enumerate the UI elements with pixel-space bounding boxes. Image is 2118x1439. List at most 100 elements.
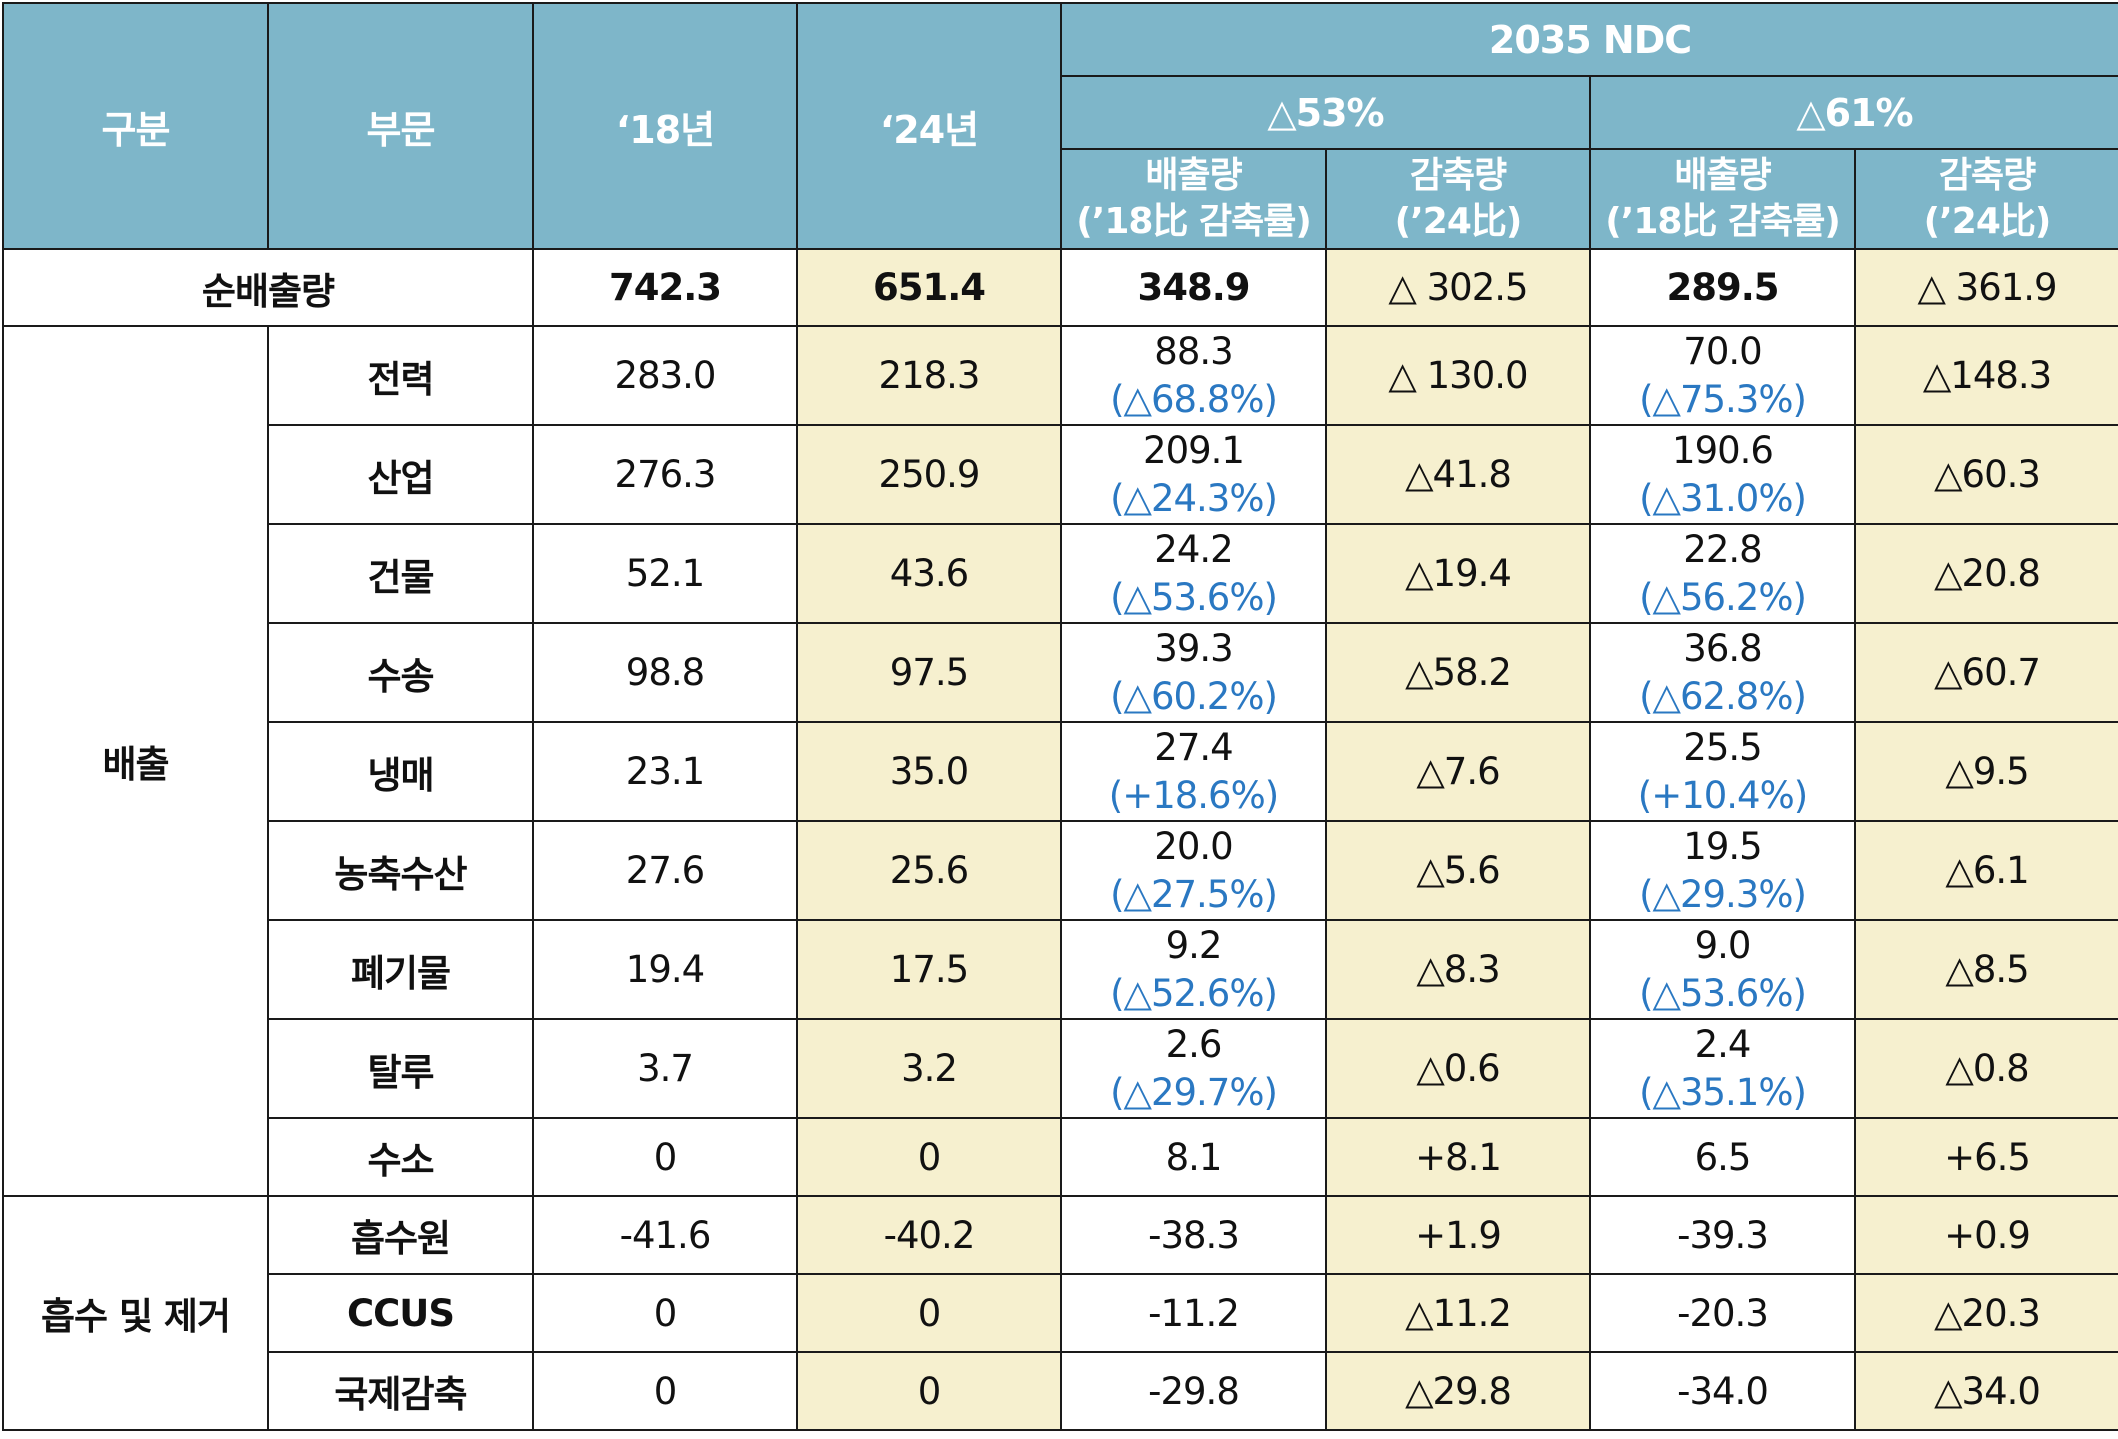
emission-53: 88.3 <box>1154 329 1233 373</box>
value-2024: 0 <box>796 1351 1062 1431</box>
net-2024: 651.4 <box>796 248 1062 327</box>
value-2018: 19.4 <box>532 919 798 1020</box>
reduction-53: △19.4 <box>1325 523 1591 624</box>
emission-61-cell: 2.4 (△35.1%) <box>1589 1018 1856 1119</box>
emission-61-cell: 19.5 (△29.3%) <box>1589 820 1856 921</box>
emission-53: 39.3 <box>1154 626 1233 670</box>
emission-53: -11.2 <box>1060 1273 1327 1353</box>
reduction-53: △8.3 <box>1325 919 1591 1020</box>
table-row: 흡수 및 제거 흡수원 -41.6 -40.2 -38.3 +1.9 -39.3… <box>2 1195 2118 1431</box>
reduction-61: △148.3 <box>1853 325 2118 426</box>
table-row: 냉매 23.1 35.0 27.4 (+18.6%) △7.6 25.5 (+10.… <box>3 721 2118 822</box>
header-reduction-61: 감축량 (’24比) <box>1853 148 2118 250</box>
header-reduction-53: 감축량 (’24比) <box>1325 148 1591 250</box>
table-row: 수송 98.8 97.5 39.3 (△60.2%) △58.2 36.8 (△62… <box>3 622 2118 723</box>
net-2018: 742.3 <box>532 248 798 327</box>
emission-53-cell: 88.3 (△68.8%) <box>1060 325 1327 426</box>
net-label: 순배출량 <box>2 248 534 327</box>
header-scenario-53: △53% <box>1060 75 1591 150</box>
value-2024: 218.3 <box>796 325 1062 426</box>
value-2018: 3.7 <box>532 1018 798 1119</box>
emission-61: -20.3 <box>1589 1273 1856 1353</box>
value-2024: 97.5 <box>796 622 1062 723</box>
header-category: 구분 <box>2 2 269 250</box>
emission-53: 24.2 <box>1154 527 1233 571</box>
sector-name: 건물 <box>267 523 534 624</box>
reduction-61: △60.7 <box>1853 622 2118 723</box>
net-emissions-row: 순배출량 742.3 651.4 348.9 △ 302.5 289.5 △ 3… <box>2 248 2118 327</box>
table-row: 배출 전력 283.0 218.3 88.3 (△68.8%) △ 130.0 7… <box>2 325 2118 1197</box>
emission-53-cell: 39.3 (△60.2%) <box>1060 622 1327 723</box>
reduction-53: +1.9 <box>1325 1195 1591 1275</box>
value-2024: 25.6 <box>796 820 1062 921</box>
header-2024: ‘24년 <box>796 2 1062 250</box>
emission-61: 190.6 <box>1672 428 1774 472</box>
sector-name: 전력 <box>267 325 534 426</box>
emission-61: 2.4 <box>1694 1022 1752 1066</box>
emission-53: -38.3 <box>1060 1195 1327 1275</box>
header-emission-53: 배출량 (’18比 감축률) <box>1060 148 1327 250</box>
header-2035-ndc: 2035 NDC <box>1059 2 2118 77</box>
emission-53: 2.6 <box>1165 1022 1223 1066</box>
table-row: 폐기물 19.4 17.5 9.2 (△52.6%) △8.3 9.0 (△53.6… <box>3 919 2118 1020</box>
value-2018: 52.1 <box>532 523 798 624</box>
net-emission-61: 289.5 <box>1589 248 1856 327</box>
net-reduction-61: △ 361.9 <box>1853 248 2118 327</box>
emission-61-cell: 36.8 (△62.8%) <box>1589 622 1856 723</box>
sector-name: 국제감축 <box>267 1351 534 1431</box>
reduction-53: △29.8 <box>1325 1351 1591 1431</box>
value-2018: 283.0 <box>532 325 798 426</box>
group-emission: 배출 <box>2 325 269 1197</box>
value-2024: 0 <box>796 1117 1062 1197</box>
emission-53: 20.0 <box>1154 824 1233 868</box>
reduction-53: △58.2 <box>1325 622 1591 723</box>
emission-61-cell: 70.0 (△75.3%) <box>1589 325 1856 426</box>
emission-53-cell: 209.1 (△24.3%) <box>1060 424 1327 525</box>
rate-53: (△52.6%) <box>1110 971 1278 1015</box>
reduction-53: △7.6 <box>1325 721 1591 822</box>
value-2018: 27.6 <box>532 820 798 921</box>
emission-61-cell: 190.6 (△31.0%) <box>1589 424 1856 525</box>
header-emission-61: 배출량 (’18比 감축률) <box>1589 148 1856 250</box>
reduction-61: △6.1 <box>1853 820 2118 921</box>
sector-name: 탈루 <box>267 1018 534 1119</box>
net-emission-53: 348.9 <box>1060 248 1327 327</box>
sector-name: 흡수원 <box>267 1195 534 1275</box>
table-row: CCUS 0 0 -11.2 △11.2 -20.3 △20.3 <box>3 1273 2118 1353</box>
emission-53-cell: 2.6 (△29.7%) <box>1060 1018 1327 1119</box>
value-2024: 0 <box>796 1273 1062 1353</box>
table-row: 산업 276.3 250.9 209.1 (△24.3%) △41.8 190.6… <box>3 424 2118 525</box>
reduction-53: △ 130.0 <box>1325 325 1591 426</box>
value-2018: 0 <box>532 1273 798 1353</box>
value-2018: 276.3 <box>532 424 798 525</box>
value-2024: -40.2 <box>796 1195 1062 1275</box>
sector-name: 냉매 <box>267 721 534 822</box>
emission-53-cell: 20.0 (△27.5%) <box>1060 820 1327 921</box>
value-2024: 43.6 <box>796 523 1062 624</box>
emission-53: -29.8 <box>1060 1351 1327 1431</box>
reduction-61: △20.8 <box>1853 523 2118 624</box>
reduction-53: △0.6 <box>1325 1018 1591 1119</box>
rate-53: (+18.6%) <box>1108 773 1279 817</box>
emission-61-cell: 9.0 (△53.6%) <box>1589 919 1856 1020</box>
group-absorption: 흡수 및 제거 <box>2 1195 269 1431</box>
emission-53: 8.1 <box>1060 1117 1327 1197</box>
rate-53: (△60.2%) <box>1110 674 1278 718</box>
rate-61: (△75.3%) <box>1639 377 1807 421</box>
sector-name: 수소 <box>267 1117 534 1197</box>
emission-61: -34.0 <box>1589 1351 1856 1431</box>
emission-53-cell: 9.2 (△52.6%) <box>1060 919 1327 1020</box>
table-row: 국제감축 0 0 -29.8 △29.8 -34.0 △34.0 <box>3 1351 2118 1431</box>
reduction-53: △5.6 <box>1325 820 1591 921</box>
rate-61: (△35.1%) <box>1639 1070 1807 1114</box>
emission-61: 25.5 <box>1683 725 1762 769</box>
net-reduction-53: △ 302.5 <box>1325 248 1591 327</box>
value-2024: 250.9 <box>796 424 1062 525</box>
table-row: 건물 52.1 43.6 24.2 (△53.6%) △19.4 22.8 (△56… <box>3 523 2118 624</box>
table-row: 탈루 3.7 3.2 2.6 (△29.7%) △0.6 2.4 (△35.1%) … <box>3 1018 2118 1119</box>
table-row: 수소 0 0 8.1 +8.1 6.5 +6.5 <box>3 1117 2118 1197</box>
header-sector: 부문 <box>267 2 534 250</box>
reduction-61: △8.5 <box>1853 919 2118 1020</box>
rate-61: (+10.4%) <box>1637 773 1808 817</box>
value-2018: 23.1 <box>532 721 798 822</box>
